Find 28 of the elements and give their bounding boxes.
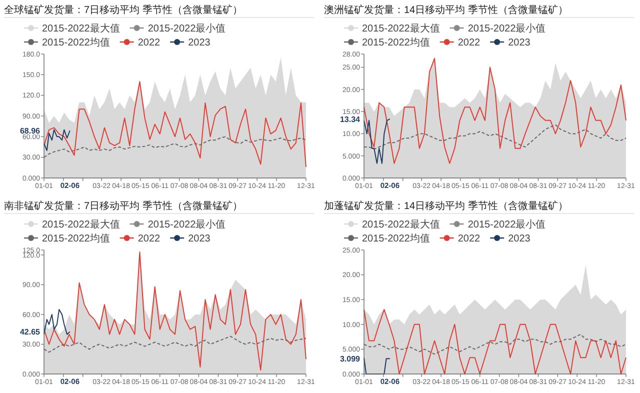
legend-label: 2015-2022最大值 [362, 22, 440, 34]
text: 3.099 [340, 354, 361, 364]
chart-title: 澳洲锰矿发货量：14日移动平均 季节性（含微量锰矿） [324, 4, 568, 16]
legend-label: 2022 [138, 38, 161, 48]
chart-title: 全球锰矿发货量：7日移动平均 季节性（含微量锰矿） [4, 4, 242, 16]
legend-label: 2015-2022最小值 [468, 22, 546, 34]
legend-label: 2015-2022最大值 [42, 22, 120, 34]
legend-label: 2023 [508, 38, 531, 48]
legend-label: 2015-2022均值 [362, 232, 430, 244]
text: 42.65 [20, 328, 41, 337]
text: 13.34 [340, 114, 361, 124]
legend-label: 2015-2022均值 [42, 36, 110, 48]
chart-title: 南非锰矿发货量：7日移动平均 季节性（含微量锰矿） [4, 200, 242, 212]
text: 68.96 [20, 126, 41, 136]
legend-label: 2022 [138, 234, 161, 244]
legend-label: 2022 [458, 38, 481, 48]
chart-title: 加蓬锰矿发货量：14日移动平均 季节性（含微量锰矿） [324, 200, 568, 212]
legend-label: 2015-2022最大值 [362, 218, 440, 230]
legend-label: 2023 [508, 234, 531, 244]
legend-label: 2023 [188, 38, 211, 48]
legend-label: 2015-2022均值 [362, 36, 430, 48]
legend-label: 2015-2022均值 [42, 232, 110, 244]
legend-label: 2015-2022最小值 [468, 218, 546, 230]
legend-label: 2022 [458, 234, 481, 244]
legend-label: 2023 [188, 234, 211, 244]
legend-label: 2015-2022最小值 [148, 22, 226, 34]
legend-label: 2015-2022最小值 [148, 218, 226, 230]
legend-label: 2015-2022最大值 [42, 218, 120, 230]
